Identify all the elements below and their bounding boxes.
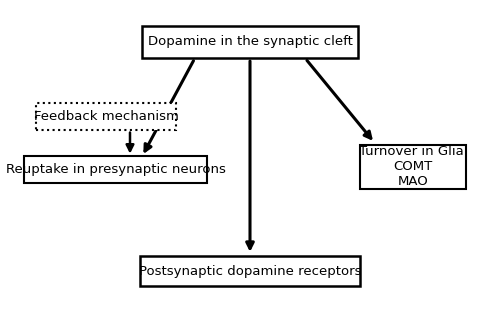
Text: Turnover in Glia:
COMT
MAO: Turnover in Glia: COMT MAO: [358, 145, 468, 188]
FancyBboxPatch shape: [36, 103, 175, 130]
FancyBboxPatch shape: [142, 25, 358, 58]
FancyBboxPatch shape: [24, 157, 207, 183]
Text: Feedback mechanism: Feedback mechanism: [34, 110, 178, 123]
FancyBboxPatch shape: [360, 144, 466, 189]
FancyBboxPatch shape: [140, 256, 360, 286]
Text: Reuptake in presynaptic neurons: Reuptake in presynaptic neurons: [6, 163, 226, 176]
Text: Dopamine in the synaptic cleft: Dopamine in the synaptic cleft: [148, 35, 352, 48]
Text: Postsynaptic dopamine receptors: Postsynaptic dopamine receptors: [139, 264, 361, 277]
